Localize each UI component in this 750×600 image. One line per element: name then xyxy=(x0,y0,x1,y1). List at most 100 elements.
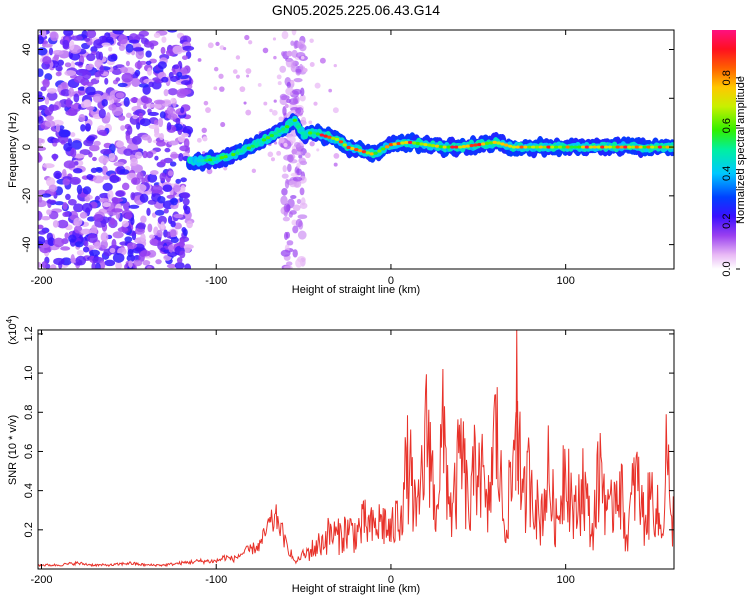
spectrogram-band-cell xyxy=(288,211,293,218)
spectrogram-noise-cell xyxy=(173,213,184,219)
spectrogram-faint-dot xyxy=(213,66,219,72)
spectrogram-noise-cell xyxy=(106,111,111,122)
spectrogram-noise-cell xyxy=(163,89,169,97)
spectrogram-noise-cell xyxy=(118,115,126,121)
spectrogram-noise-cell xyxy=(145,50,152,58)
spectrogram-noise-cell xyxy=(147,111,159,117)
spectrogram-noise-cell xyxy=(167,170,174,177)
spectrogram-noise-cell xyxy=(53,237,65,248)
spectrogram-noise-cell xyxy=(81,30,89,40)
spectrogram-noise-cell xyxy=(172,45,184,55)
spectrogram-ridge-core xyxy=(457,145,463,149)
spectrogram-noise-cell xyxy=(102,202,111,208)
spectrogram-ridge-core xyxy=(308,131,313,135)
spectrogram-noise-cell xyxy=(174,261,185,269)
spectrogram-noise-cell xyxy=(157,215,167,225)
spectrogram-noise-cell xyxy=(166,194,175,199)
spectrogram-ridge-core xyxy=(246,146,251,150)
spectrogram-ridge-core xyxy=(469,143,474,148)
spectrogram-noise-cell xyxy=(100,232,109,242)
spectrogram-noise-cell xyxy=(125,60,130,67)
spectrogram-noise-cell xyxy=(38,137,44,144)
spectrogram-ridge-core xyxy=(288,121,294,126)
spectrogram-noise-cell xyxy=(130,97,139,103)
spectrogram-noise-cell xyxy=(179,88,192,95)
spectrogram-faint-dot xyxy=(257,83,262,87)
spectrogram-noise-cell xyxy=(98,129,108,136)
spectrogram-band-cell xyxy=(294,179,302,188)
spectrogram-noise-cell xyxy=(79,149,91,156)
spectrogram-noise-cell xyxy=(123,97,130,107)
spectrogram-ridge-core xyxy=(496,141,501,145)
spectrogram-ridge-core xyxy=(554,145,559,149)
spectrogram-noise-cell xyxy=(67,198,77,206)
spectrogram-faint-dot xyxy=(308,120,313,125)
snr-y-tick-label: 0.4 xyxy=(23,483,35,498)
spectrogram-band-cell xyxy=(287,154,294,163)
spectrogram-noise-cell xyxy=(38,210,43,221)
spectrogram-ridge-core xyxy=(400,141,405,145)
spectrogram-band-cell xyxy=(292,176,303,182)
spectrogram-noise-cell xyxy=(93,39,105,49)
spectrogram-noise-cell xyxy=(63,160,76,169)
snr-panel: -200 -100 0 100 0.2 0.4 0.6 0.8 1.0 1.2 Height o… xyxy=(5,315,675,595)
spectrogram-ridge-core xyxy=(546,145,551,149)
spectrogram-faint-dot xyxy=(197,58,202,62)
spectrogram-ridge-core xyxy=(519,145,524,149)
spectrogram-noise-cell xyxy=(166,106,174,115)
spectrogram-noise-cell xyxy=(38,195,43,203)
spectrogram-faint-dot xyxy=(213,86,218,91)
spectrogram-ridge-core xyxy=(346,145,351,150)
spectrogram-noise-cell xyxy=(82,81,94,87)
spectrogram-ridge-core xyxy=(396,141,401,146)
spectrogram-ridge-core xyxy=(500,142,505,146)
spectrogram-noise-cell xyxy=(80,228,92,235)
colorbar-tick-label: 0.4 xyxy=(721,166,733,181)
spectrogram-noise-cell xyxy=(48,184,58,192)
spectrogram-noise-cell xyxy=(179,192,191,199)
spectrogram-noise-cell xyxy=(134,61,143,69)
spectrogram-band-cell xyxy=(296,198,302,205)
spectrogram-ridge-core xyxy=(200,158,205,163)
spectrogram-noise-cell xyxy=(181,55,188,60)
spectrogram-ridge-core xyxy=(607,145,613,149)
spectrogram-band-cell xyxy=(295,258,303,268)
spectrogram-band-cell xyxy=(284,178,290,189)
spectrogram-noise-cell xyxy=(44,120,56,128)
spectrogram-noise-cell xyxy=(42,56,52,65)
spectrogram-ridge-core xyxy=(488,141,494,145)
spectrogram-ridge-core xyxy=(311,131,317,135)
spectrogram-ridge-core xyxy=(623,145,628,149)
spectrogram-noise-cell xyxy=(85,86,96,96)
spectrogram-noise-cell xyxy=(108,152,116,162)
spectrogram-noise-cell xyxy=(146,151,154,159)
spectrogram-ridge-core xyxy=(600,145,605,149)
spectrogram-noise-cell xyxy=(84,196,91,202)
spectrogram-ridge-core xyxy=(392,142,397,146)
spectrogram-noise-cell xyxy=(38,262,42,268)
spectrogram-noise-cell xyxy=(109,247,116,254)
spectrogram-noise-cell xyxy=(179,145,190,152)
spectrogram-x-tick-label: -200 xyxy=(30,275,52,287)
spectrogram-ridge-core xyxy=(615,145,620,149)
spectrogram-band-cell xyxy=(300,197,306,206)
spectrogram-ridge-core xyxy=(507,144,513,148)
spectrogram-noise-cell xyxy=(38,142,42,147)
spectrogram-ridge-core xyxy=(423,142,428,147)
spectrogram-noise-cell xyxy=(50,31,59,42)
spectrogram-noise-cell xyxy=(74,61,84,66)
spectrogram-ridge-core xyxy=(234,151,240,155)
spectrogram-faint-dot xyxy=(271,109,278,116)
spectrogram-noise-cell xyxy=(94,241,101,250)
spectrogram-noise-cell xyxy=(62,178,70,186)
snr-x-axis-label: Height of straight line (km) xyxy=(292,583,420,595)
snr-y-tick-label: 0.2 xyxy=(23,522,35,537)
spectrogram-noise-cell xyxy=(58,129,70,138)
spectrogram-noise-cell xyxy=(64,70,77,77)
spectrogram-ridge-core xyxy=(419,142,424,146)
spectrogram-noise-cell xyxy=(153,119,159,127)
spectrogram-ridge-core xyxy=(373,151,378,155)
spectrogram-noise-cell xyxy=(70,254,75,264)
spectrogram-noise-cell xyxy=(147,136,152,144)
